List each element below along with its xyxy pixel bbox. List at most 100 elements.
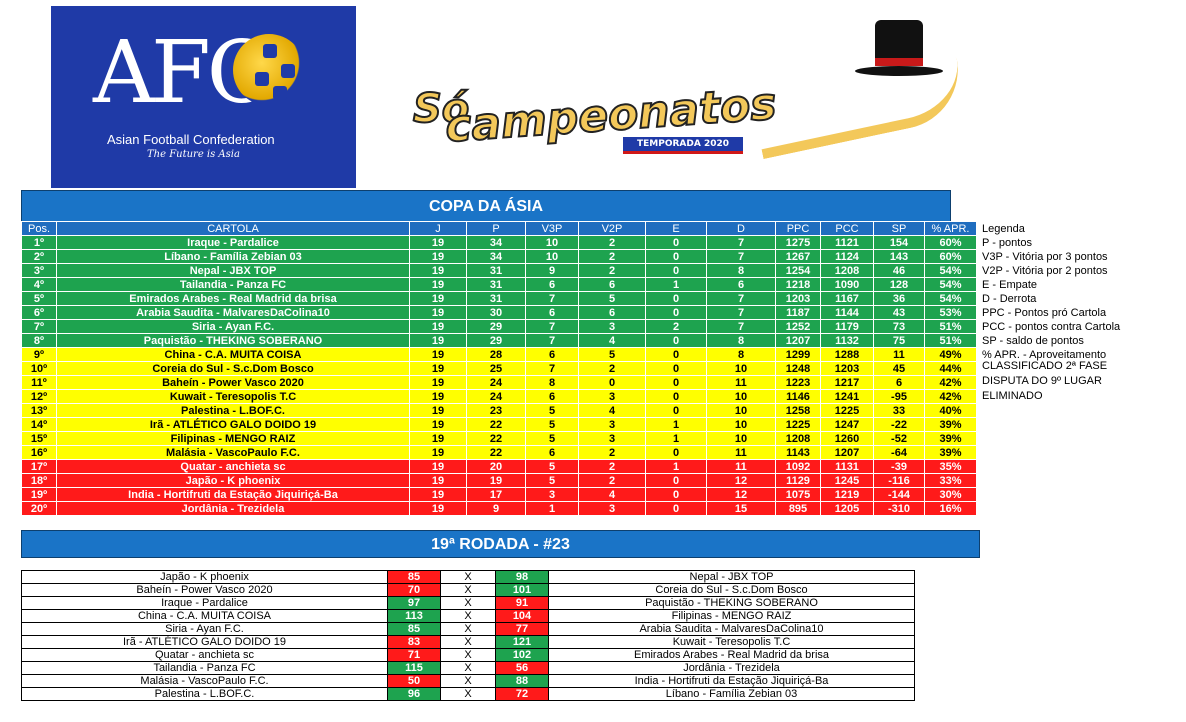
standings-cell: 895 [775, 501, 821, 516]
standings-cell: 19 [466, 473, 526, 488]
standings-cell: -95 [873, 389, 925, 404]
standings-cell: 19 [409, 333, 467, 348]
standings-cell: Coreia do Sul - S.c.Dom Bosco [56, 361, 410, 376]
standings-cell: 11 [706, 445, 776, 460]
standings-row: 6º Arabia Saudita - MalvaresDaColina10 19 3… [21, 305, 977, 320]
legend-item: PPC - Pontos pró Cartola [982, 307, 1107, 319]
standings-row: 12º Kuwait - Teresopolis T.C 19 24 6 3 0 10 1146… [21, 389, 977, 404]
standings-cell: 39% [924, 417, 977, 432]
standings-cell: 43 [873, 305, 925, 320]
standings-cell: 1187 [775, 305, 821, 320]
standings-cell: 7 [706, 291, 776, 306]
standings-cell: -22 [873, 417, 925, 432]
legend-item: V3P - Vitória por 3 pontos [982, 251, 1108, 263]
standings-cell: 1090 [820, 277, 874, 292]
away-score: 88 [495, 674, 549, 688]
standings-row: 15º Filipinas - MENGO RAIZ 19 22 5 3 1 10 1208 12… [21, 431, 977, 446]
standings-cell: 39% [924, 431, 977, 446]
standings-header-cell: CARTOLA [56, 221, 410, 236]
standings-cell: 7 [525, 333, 579, 348]
match-row: Baheín - Power Vasco 2020 70 X 101 Coreia do… [21, 583, 915, 597]
standings-cell: 33 [873, 403, 925, 418]
standings-cell: 1241 [820, 389, 874, 404]
standings-row: 19º India - Hortifruti da Estação Jiquiri… [21, 487, 977, 502]
standings-cell: 9 [466, 501, 526, 516]
standings-cell: 1208 [820, 263, 874, 278]
standings-cell: 0 [645, 501, 707, 516]
standings-cell: 1092 [775, 459, 821, 474]
standings-cell: 1218 [775, 277, 821, 292]
standings-cell: 0 [578, 375, 646, 390]
standings-cell: 7 [525, 319, 579, 334]
standings-cell: 7 [706, 305, 776, 320]
standings-cell: 0 [645, 445, 707, 460]
standings-cell: 6 [525, 277, 579, 292]
standings-cell: 3 [578, 431, 646, 446]
standings-row: 3º Nepal - JBX TOP 19 31 9 2 0 8 1254 1208 46 54% [21, 263, 977, 278]
away-team: Jordânia - Trezidela [548, 661, 915, 675]
standings-cell: 1203 [775, 291, 821, 306]
away-team: Arabia Saudita - MalvaresDaColina10 [548, 622, 915, 636]
standings-cell: 31 [466, 291, 526, 306]
legend-item: P - pontos [982, 237, 1032, 249]
standings-cell: 10 [706, 361, 776, 376]
standings-cell: 3º [21, 263, 57, 278]
standings-cell: 1º [21, 235, 57, 250]
standings-cell: 17º [21, 459, 57, 474]
standings-cell: 1225 [820, 403, 874, 418]
standings-cell: 19 [409, 263, 467, 278]
standings-cell: 7 [525, 291, 579, 306]
match-row: Quatar - anchieta sc 71 X 102 Emirados Arabe… [21, 648, 915, 662]
matches-table: Japão - K phoenix 85 X 98 Nepal - JBX TOP Bah… [21, 570, 915, 701]
legend-item: SP - saldo de pontos [982, 335, 1084, 347]
standings-cell: 15 [706, 501, 776, 516]
standings-cell: 10º [21, 361, 57, 376]
standings-cell: 10 [706, 417, 776, 432]
standings-cell: 8 [706, 263, 776, 278]
home-team: Iraque - Pardalice [21, 596, 388, 610]
standings-cell: 16% [924, 501, 977, 516]
round-title: 19ª RODADA - #23 [21, 530, 980, 558]
standings-cell: 19 [409, 389, 467, 404]
standings-cell: 1143 [775, 445, 821, 460]
away-score: 56 [495, 661, 549, 675]
away-score: 121 [495, 635, 549, 649]
away-score: 98 [495, 570, 549, 584]
standings-cell: 51% [924, 319, 977, 334]
hat-band [875, 58, 923, 66]
away-score: 104 [495, 609, 549, 623]
versus-separator: X [440, 635, 496, 649]
standings-cell: 54% [924, 263, 977, 278]
standings-cell: 24 [466, 375, 526, 390]
standings-cell: 9º [21, 347, 57, 362]
standings-cell: 1167 [820, 291, 874, 306]
standings-cell: 20 [466, 459, 526, 474]
away-team: Emirados Arabes - Real Madrid da brisa [548, 648, 915, 662]
standings-cell: 154 [873, 235, 925, 250]
standings-header-cell: Pos. [21, 221, 57, 236]
standings-cell: 1254 [775, 263, 821, 278]
standings-cell: 16º [21, 445, 57, 460]
standings-cell: 4 [578, 333, 646, 348]
standings-cell: 1 [645, 417, 707, 432]
versus-separator: X [440, 687, 496, 701]
standings-cell: 143 [873, 249, 925, 264]
standings-cell: 30 [466, 305, 526, 320]
standings-cell: 6º [21, 305, 57, 320]
legend-item: % APR. - Aproveitamento [982, 349, 1107, 361]
standings-cell: 7 [706, 235, 776, 250]
standings-cell: 8º [21, 333, 57, 348]
standings-cell: 11º [21, 375, 57, 390]
standings-cell: 1203 [820, 361, 874, 376]
standings-cell: 0 [645, 291, 707, 306]
standings-cell: 36 [873, 291, 925, 306]
matches-body: Japão - K phoenix 85 X 98 Nepal - JBX TOP Bah… [21, 570, 915, 701]
standings-cell: 5 [525, 417, 579, 432]
away-team: Líbano - Família Zebian 03 [548, 687, 915, 701]
standings-cell: Siria - Ayan F.C. [56, 319, 410, 334]
standings-cell: Líbano - Família Zebian 03 [56, 249, 410, 264]
match-row: Japão - K phoenix 85 X 98 Nepal - JBX TOP [21, 570, 915, 584]
hat-brim [855, 66, 943, 76]
standings-cell: -310 [873, 501, 925, 516]
logo-so-text: Só [412, 85, 470, 133]
